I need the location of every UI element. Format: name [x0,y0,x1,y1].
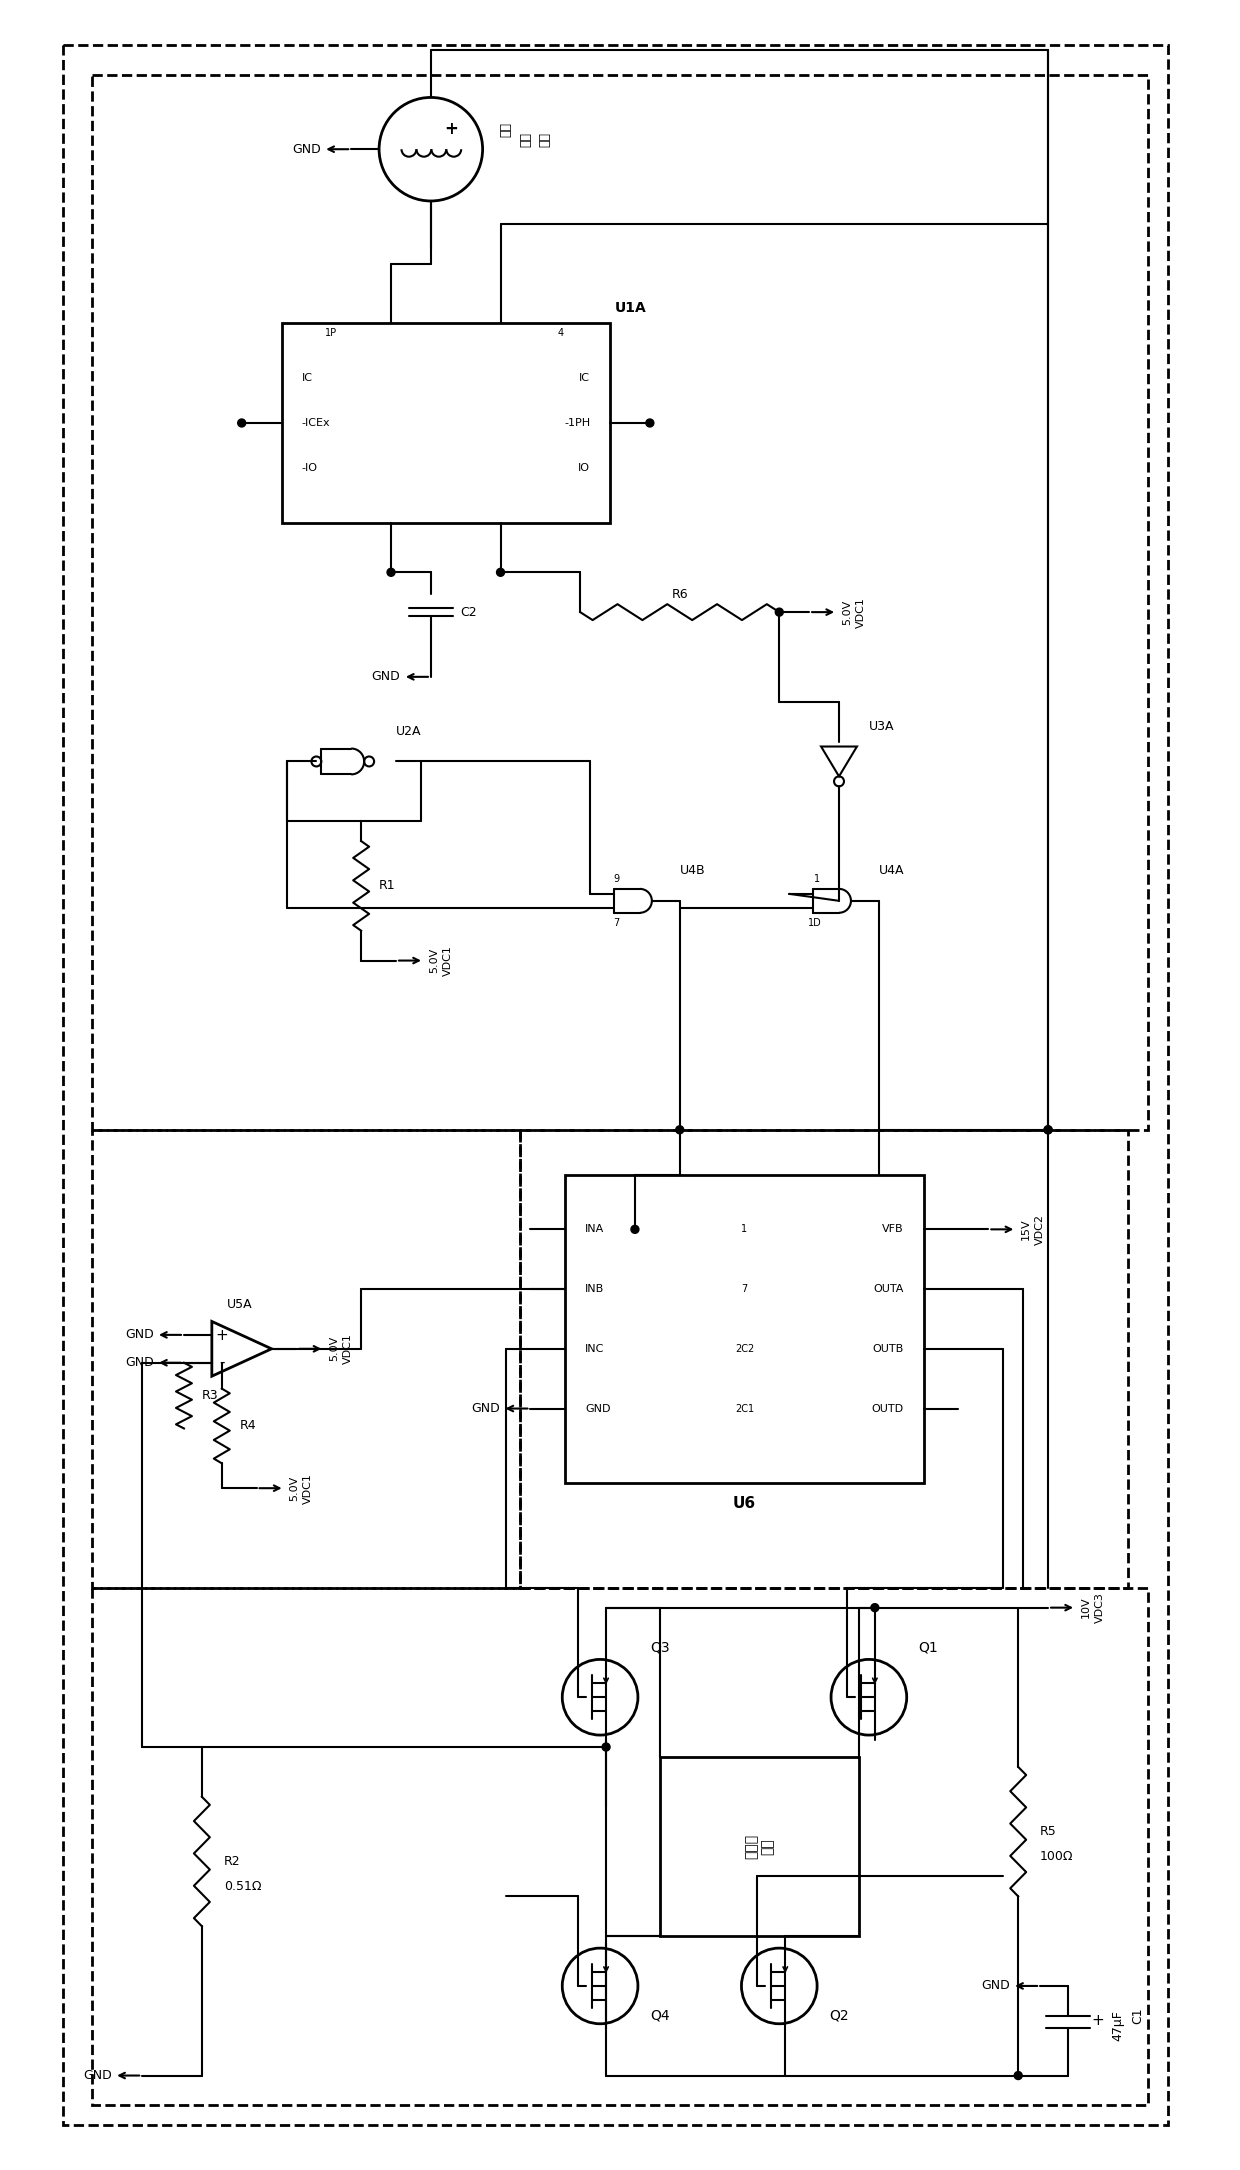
Circle shape [1044,1126,1052,1133]
Text: U1A: U1A [615,302,647,315]
Text: 100Ω: 100Ω [1040,1851,1074,1864]
Text: -: - [219,1354,224,1369]
Bar [62,46,1168,2124]
Text: 10V: 10V [1081,1597,1091,1619]
Text: GND: GND [125,1328,154,1341]
Text: 15V: 15V [1022,1220,1032,1241]
Text: IC: IC [579,373,590,384]
Text: +: + [216,1328,228,1343]
Text: U2A: U2A [396,725,422,738]
Text: R1: R1 [379,879,396,892]
Circle shape [646,419,653,427]
Bar [521,1131,1127,1588]
Text: Q2: Q2 [830,2009,848,2022]
Circle shape [238,419,246,427]
Text: 0.51Ω: 0.51Ω [223,1879,262,1892]
Text: GND: GND [372,671,401,684]
Text: GND: GND [83,2068,112,2081]
Text: INC: INC [585,1343,605,1354]
Text: +: + [444,119,458,139]
Text: INA: INA [585,1224,604,1235]
Text: 触发: 触发 [518,132,532,148]
Text: 47μF: 47μF [1111,2009,1125,2042]
Text: INB: INB [585,1285,604,1293]
Text: OUTA: OUTA [873,1285,904,1293]
Text: -IO: -IO [301,462,317,473]
Circle shape [1014,2072,1022,2079]
Circle shape [496,569,505,577]
Text: VDC1: VDC1 [856,597,866,627]
Text: GND: GND [293,143,321,156]
Text: C2: C2 [461,605,477,618]
Circle shape [775,608,784,616]
Text: U6: U6 [733,1495,756,1510]
Bar [92,1588,1148,2105]
Text: +: + [1091,2014,1105,2029]
Text: R4: R4 [239,1419,257,1432]
Text: OUTB: OUTB [873,1343,904,1354]
Circle shape [870,1604,879,1612]
Text: VDC2: VDC2 [1035,1213,1045,1246]
Text: 5.0V: 5.0V [289,1476,300,1502]
Text: R3: R3 [202,1389,218,1402]
Text: GND: GND [471,1402,500,1415]
Text: 5.0V: 5.0V [842,599,852,625]
Text: VDC1: VDC1 [443,946,453,976]
Text: GND: GND [125,1356,154,1369]
Text: -1PH: -1PH [564,419,590,427]
Text: 上电: 上电 [498,122,512,137]
Bar [660,1758,859,1936]
Text: 4: 4 [557,328,563,339]
Text: U4B: U4B [680,864,706,877]
Text: 9: 9 [613,875,619,883]
Text: 1: 1 [813,875,820,883]
Circle shape [1044,1126,1052,1133]
Circle shape [676,1126,683,1133]
Bar [565,1174,924,1484]
Text: VDC1: VDC1 [304,1473,314,1504]
Text: IO: IO [578,462,590,473]
Text: GND: GND [585,1404,610,1413]
Text: R2: R2 [223,1855,241,1868]
Text: VFB: VFB [882,1224,904,1235]
Text: 7: 7 [742,1285,748,1293]
Text: R6: R6 [671,588,688,601]
Text: 5.0V: 5.0V [330,1337,340,1361]
Text: 2C2: 2C2 [735,1343,754,1354]
Text: OUTD: OUTD [872,1404,904,1413]
Text: U3A: U3A [869,720,894,733]
Circle shape [603,1743,610,1751]
Bar [281,323,610,523]
Text: 信号: 信号 [539,132,552,148]
Text: 1D: 1D [808,918,822,929]
Text: U5A: U5A [227,1298,253,1311]
Bar [92,74,1148,1131]
Circle shape [631,1226,639,1233]
Text: 1P: 1P [325,328,337,339]
Text: 1: 1 [742,1224,748,1235]
Text: 2C1: 2C1 [735,1404,754,1413]
Text: 铁芯体
磁圈: 铁芯体 磁圈 [744,1834,775,1860]
Text: U4A: U4A [879,864,904,877]
Text: Q1: Q1 [919,1641,939,1654]
Text: VDC3: VDC3 [1095,1593,1105,1623]
Text: Q3: Q3 [650,1641,670,1654]
Text: R5: R5 [1040,1825,1056,1838]
Text: 7: 7 [613,918,619,929]
Text: -ICEx: -ICEx [301,419,330,427]
Text: 5.0V: 5.0V [429,948,439,972]
Text: Q4: Q4 [650,2009,670,2022]
Text: C1: C1 [1131,2007,1145,2025]
Bar [92,1131,521,1588]
Circle shape [387,569,396,577]
Text: IC: IC [301,373,312,384]
Text: GND: GND [981,1979,1009,1992]
Text: VDC1: VDC1 [343,1332,353,1365]
